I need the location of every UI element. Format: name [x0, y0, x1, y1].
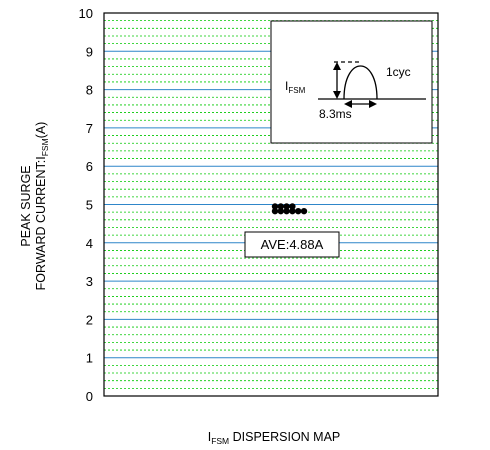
average-annotation-text: AVE:4.88A [261, 237, 324, 252]
data-point [289, 207, 296, 215]
y-tick-label: 9 [86, 44, 93, 59]
waveform-amplitude-arrowhead-down [333, 91, 341, 99]
y-tick-label: 8 [86, 83, 93, 98]
y-axis-title-line1: PEAK SURGE [19, 165, 33, 246]
waveform-ifsm-label: IFSM [285, 79, 306, 95]
waveform-amplitude-arrowhead-up [333, 62, 341, 70]
waveform-period-arrowhead-left [344, 100, 352, 108]
data-point [271, 203, 279, 210]
y-tick-label: 0 [86, 389, 93, 404]
data-point [289, 203, 296, 210]
y-tick-label: 4 [86, 236, 93, 251]
waveform-cycle-label: 1cyc [386, 65, 411, 79]
data-point [283, 203, 290, 210]
y-tick-label: 10 [79, 6, 93, 21]
y-axis-title-line2: FORWARD CURRENT:IFSM(A) [34, 122, 50, 291]
average-annotation-box [244, 231, 340, 258]
y-tick-label: 6 [86, 159, 93, 174]
waveform-inset-box [270, 20, 433, 144]
y-axis-title: PEAK SURGE FORWARD CURRENT:IFSM(A) [19, 122, 50, 291]
data-point [271, 207, 279, 215]
data-points [271, 203, 308, 215]
x-axis-title: IFSM DISPERSION MAP [208, 430, 341, 446]
y-tick-label: 3 [86, 274, 93, 289]
y-tick-label: 2 [86, 312, 93, 327]
plot-frame [103, 12, 439, 397]
y-tick-label: 1 [86, 351, 93, 366]
data-point [295, 207, 302, 215]
waveform-pulse [343, 65, 378, 100]
waveform-inset: IFSM 1cyc 8.3ms [270, 20, 433, 144]
waveform-period-label: 8.3ms [319, 107, 352, 121]
data-point [277, 203, 284, 210]
data-point [283, 207, 290, 215]
y-tick-labels: 0 1 2 3 4 5 6 7 8 9 10 [79, 6, 93, 404]
waveform-period-arrowhead-right [369, 100, 377, 108]
y-tick-label: 7 [86, 121, 93, 136]
y-tick-label: 5 [86, 198, 93, 213]
average-annotation: AVE:4.88A [244, 231, 340, 258]
data-point [277, 207, 284, 215]
data-point [300, 207, 308, 215]
